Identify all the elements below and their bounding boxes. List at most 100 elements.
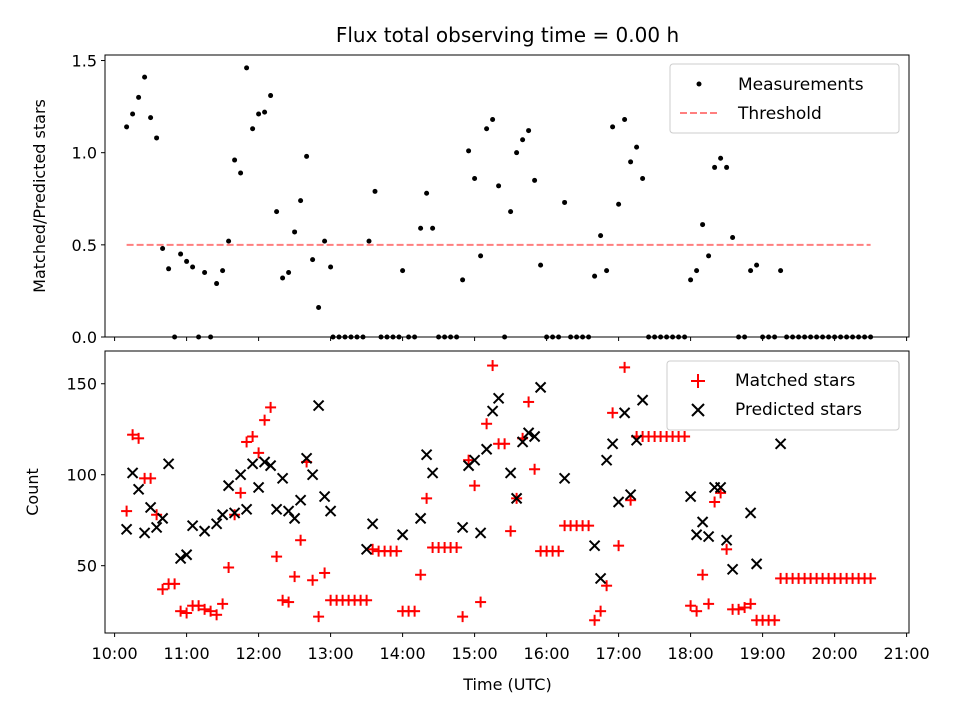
top-y-tick-label: 0.0 [72,328,97,347]
top-ticks: 0.0 0.5 1.0 1.5 [72,52,908,347]
predicted-star-point [420,448,433,461]
predicted-star-point [228,507,241,519]
predicted-star-point [270,503,283,515]
matched-star-point [259,414,271,426]
measurement-point [622,117,628,123]
matched-star-point [457,611,469,623]
legend-measurements-label: Measurements [738,75,864,95]
chart-title: Flux total observing time = 0.00 h [336,23,679,47]
measurement-point [238,170,244,176]
matched-star-point [205,605,217,617]
measurement-point [292,229,298,235]
measurement-point [148,115,154,121]
measurement-point [298,198,304,204]
measurement-point [424,190,430,196]
predicted-star-point [324,505,337,517]
x-tick-label: 16:00 [524,644,570,663]
measurement-point [400,268,406,274]
measurement-point [304,153,310,159]
matched-star-point [601,580,613,592]
predicted-star-point [300,452,313,465]
predicted-star-point [774,438,787,450]
matched-star-point [613,540,625,552]
measurement-point [496,183,502,189]
bottom-y-axis-label: Count [23,468,42,516]
predicted-star-point [480,443,493,455]
predicted-star-point [288,512,301,525]
x-tick-label: 11:00 [164,644,210,663]
predicted-star-point [516,436,529,448]
top-marks [124,65,874,340]
predicted-star-point [198,525,211,537]
matched-star-point [865,572,877,584]
predicted-star-point [276,472,289,485]
measurement-point [280,275,286,281]
bottom-y-tick-label: 150 [66,375,97,394]
measurement-point [232,157,238,163]
predicted-star-point [318,490,331,503]
top-legend: Measurements Threshold [669,63,900,134]
measurement-point [538,262,544,268]
top-legend-box [669,63,900,134]
measurement-point [130,111,136,117]
matched-star-point [241,436,253,448]
measurement-point [328,264,334,270]
x-tick-label: 14:00 [380,644,426,663]
matched-star-point [391,545,403,557]
measurement-point [730,234,736,240]
predicted-star-point [240,503,253,515]
matched-star-point [481,418,493,430]
x-tick-label: 19:00 [740,644,786,663]
predicted-star-point [492,392,505,405]
measurement-point [466,148,472,154]
matched-star-point [709,496,721,508]
predicted-star-point [504,467,517,479]
measurement-point [634,144,640,150]
matched-star-point [583,520,595,532]
matched-star-point [595,605,607,617]
matched-star-point [703,598,715,610]
measurement-point [418,225,424,231]
measurement-point [460,277,466,283]
predicted-star-point [600,454,613,466]
measurement-point [616,201,622,207]
measurement-point [220,268,226,274]
measurement-point [316,305,322,311]
measurement-point [372,188,378,194]
matched-star-point [607,407,619,419]
predicted-star-point [750,558,763,570]
matched-star-point [697,569,709,581]
predicted-star-point [684,490,697,503]
predicted-star-point [120,523,133,536]
top-y-tick-label: 0.5 [72,236,97,255]
measurement-point [250,126,256,132]
measurement-point [166,266,172,272]
matched-star-point [253,447,265,459]
predicted-star-point [246,458,259,470]
measurement-point [142,74,148,80]
measurement-point [700,222,706,228]
matched-star-point [211,609,223,621]
predicted-star-point [150,521,163,534]
matched-star-point [145,472,157,484]
matched-star-point [679,431,691,443]
predicted-star-point [606,438,619,450]
predicted-star-point [594,572,607,585]
bottom-panel: 10:00 11:00 12:00 13:00 14:00 15:00 16:00 17:00… [23,350,930,694]
predicted-star-point [306,469,319,481]
predicted-star-point [144,501,157,514]
matched-star-point [685,600,697,612]
legend-matched-marker [691,374,705,388]
predicted-star-point [252,481,265,494]
matched-star-point [469,480,481,492]
top-y-tick-label: 1.5 [72,52,97,71]
matched-star-point [175,605,187,617]
predicted-star-point [522,427,535,439]
predicted-star-point [180,549,193,561]
measurement-point [262,109,268,115]
bottom-legend: Matched stars Predicted stars [666,360,900,431]
x-axis-label: Time (UTC) [462,675,551,694]
predicted-star-point [702,530,715,543]
predicted-star-point [414,512,427,525]
legend-predicted-marker [691,403,705,417]
